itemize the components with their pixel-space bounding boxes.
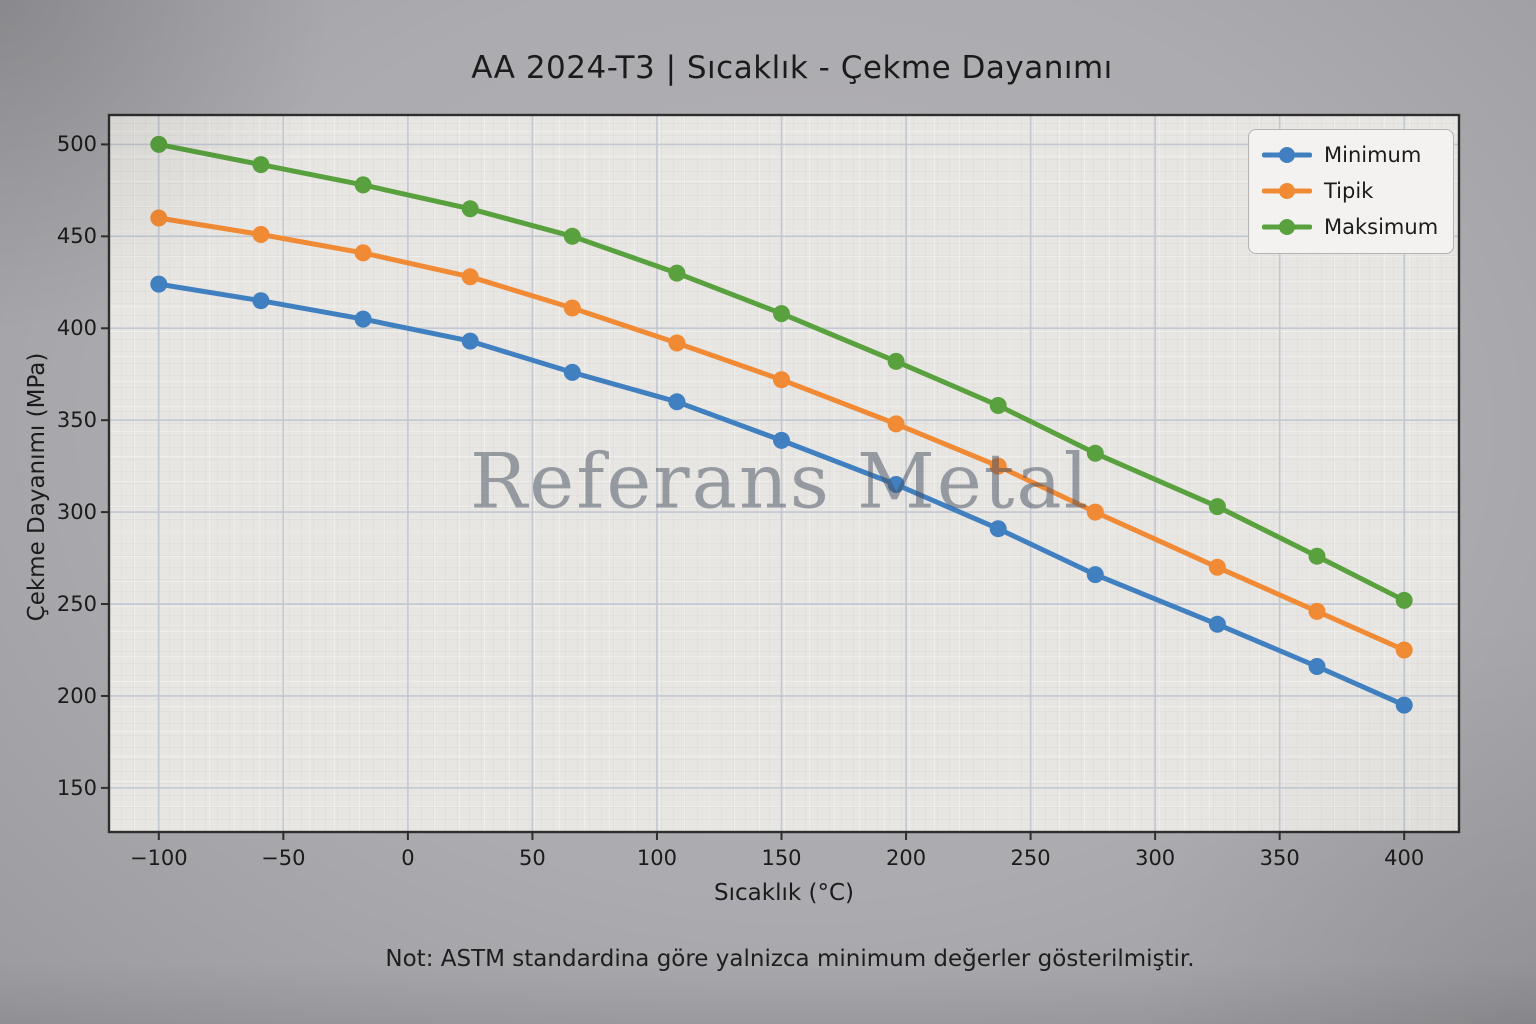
x-tick-label: 100: [636, 846, 678, 870]
legend-label: Minimum: [1324, 143, 1422, 167]
legend-line-sample: [1262, 219, 1312, 235]
x-tick-label: 50: [519, 846, 546, 870]
footer-note: Not: ASTM standardina göre yalnizca mini…: [385, 946, 1195, 972]
data-point-minimum: [252, 292, 270, 310]
x-tick-label: 0: [401, 846, 415, 870]
data-point-maksimum: [1308, 547, 1326, 565]
legend-line-sample: [1262, 147, 1312, 163]
y-tick-label: 400: [56, 316, 97, 341]
legend-line-sample: [1262, 183, 1312, 199]
data-point-tipik: [668, 334, 686, 352]
y-tick-label: 300: [56, 500, 97, 525]
legend-item-minimum: Minimum: [1249, 137, 1453, 173]
y-axis-label: Çekme Dayanımı (MPa): [24, 352, 50, 622]
data-point-tipik: [563, 299, 581, 317]
data-point-minimum: [1395, 696, 1413, 714]
data-point-minimum: [887, 476, 905, 493]
data-point-tipik: [1395, 641, 1413, 659]
data-point-tipik: [354, 244, 372, 262]
legend-box: Minimum Tipik Maksimum: [1248, 129, 1454, 254]
data-point-minimum: [461, 332, 479, 350]
plot-spines: [107, 113, 1461, 834]
data-point-maksimum: [989, 397, 1007, 414]
data-point-tipik: [1086, 503, 1104, 521]
data-point-tipik: [252, 226, 270, 243]
x-tick-label: 400: [1384, 846, 1425, 870]
data-point-maksimum: [887, 352, 905, 370]
x-tick-label: 150: [761, 846, 802, 870]
x-tick-label: 350: [1259, 846, 1300, 870]
data-point-minimum: [1208, 615, 1226, 633]
data-point-minimum: [989, 520, 1007, 538]
data-point-maksimum: [461, 200, 479, 218]
plot-area: [109, 115, 1459, 832]
y-tick-label: 200: [56, 683, 97, 708]
y-tick-label: 350: [56, 408, 97, 433]
x-axis-label: Sıcaklık (°C): [714, 880, 854, 906]
x-tick-label: 200: [886, 846, 927, 870]
data-point-minimum: [150, 275, 168, 293]
y-tick-label: 500: [56, 132, 97, 157]
data-point-minimum: [1308, 658, 1326, 675]
data-point-tipik: [1208, 558, 1226, 576]
watermark-text: Referans Metal: [469, 436, 1091, 526]
data-point-maksimum: [354, 176, 372, 194]
y-tick-label: 450: [56, 224, 97, 249]
legend-label: Tipik: [1324, 179, 1374, 203]
data-point-minimum: [563, 363, 581, 381]
data-point-maksimum: [668, 264, 686, 282]
data-point-maksimum: [563, 227, 581, 245]
data-point-maksimum: [252, 156, 270, 174]
data-point-maksimum: [1086, 444, 1104, 462]
y-tick-label: 150: [56, 775, 97, 800]
x-tick-label: −50: [261, 846, 306, 870]
legend-label: Maksimum: [1324, 215, 1439, 239]
x-tick-label: 300: [1135, 846, 1176, 870]
data-point-maksimum: [1208, 498, 1226, 516]
legend-item-maksimum: Maksimum: [1249, 209, 1453, 245]
data-point-tipik: [887, 415, 905, 433]
x-tick-label: −100: [129, 846, 188, 870]
chart-title: AA 2024-T3 | Sıcaklık - Çekme Dayanımı: [471, 50, 1113, 86]
data-point-tipik: [1308, 602, 1326, 620]
data-point-tipik: [989, 457, 1007, 475]
data-point-minimum: [668, 393, 686, 411]
legend-item-tipik: Tipik: [1249, 173, 1453, 209]
data-point-maksimum: [773, 305, 790, 323]
data-point-maksimum: [1395, 591, 1413, 609]
data-point-minimum: [354, 310, 372, 328]
data-point-minimum: [773, 431, 790, 449]
data-point-maksimum: [150, 135, 168, 153]
data-point-tipik: [150, 209, 168, 227]
x-tick-label: 250: [1010, 846, 1051, 870]
y-tick-label: 250: [56, 592, 97, 617]
data-point-tipik: [773, 371, 790, 389]
data-point-tipik: [461, 268, 479, 286]
data-point-minimum: [1086, 566, 1104, 584]
